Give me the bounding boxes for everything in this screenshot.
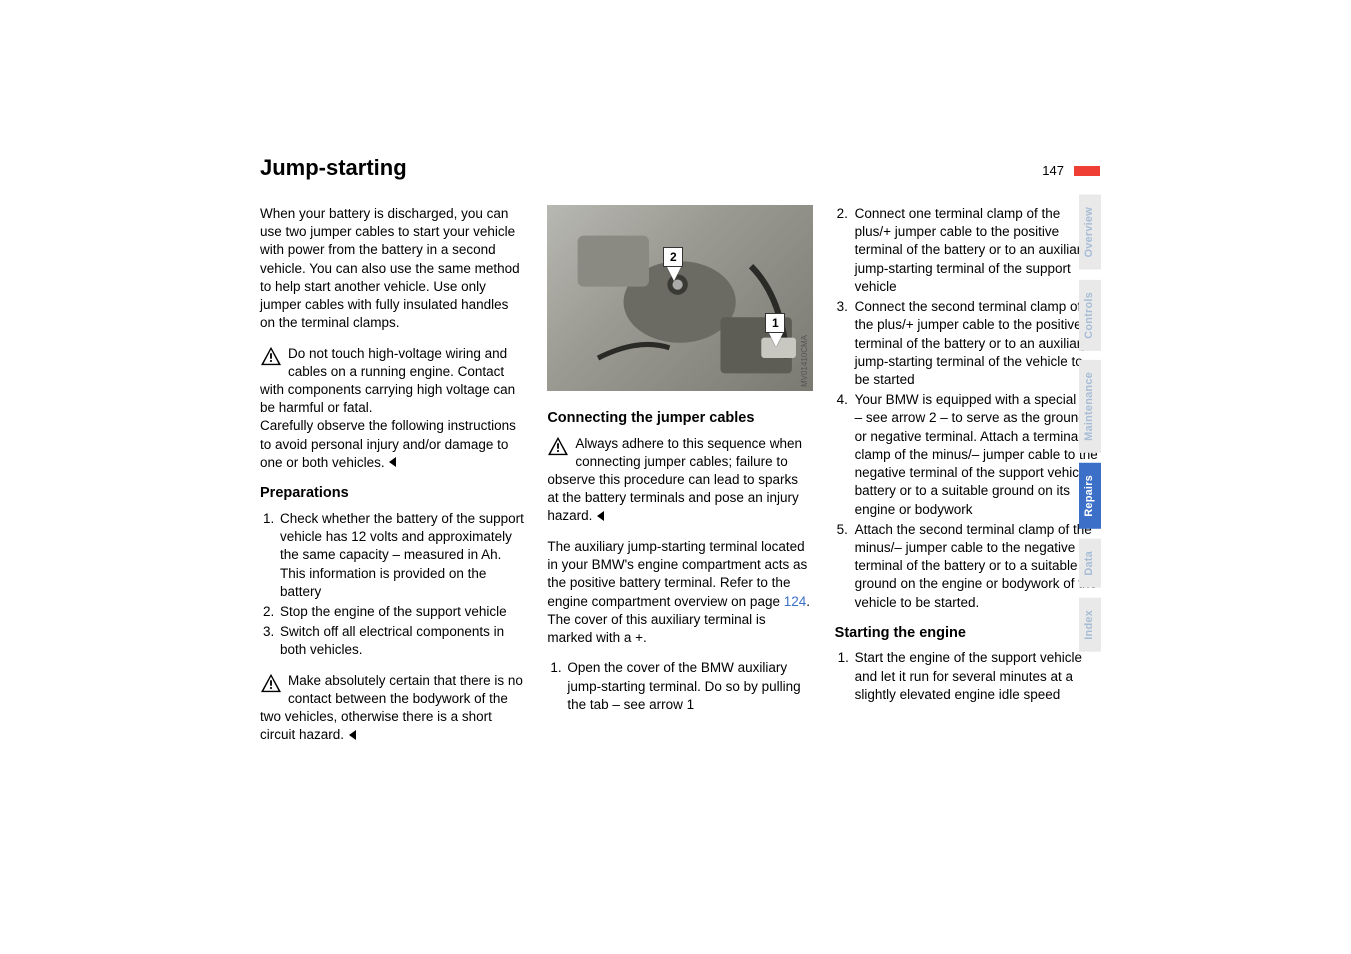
starting-steps: Start the engine of the support vehicle … — [835, 649, 1100, 704]
engine-figure: 2 1 MV01410CMA — [547, 205, 812, 391]
figure-pointer-2 — [667, 267, 681, 281]
connect-step-4: 4.Your BMW is equipped with a special nu… — [835, 391, 1100, 519]
warning-short-circuit: Make absolutely certain that there is no… — [260, 672, 525, 745]
page-header: Jump-starting 147 — [260, 155, 1100, 181]
warning-icon — [547, 436, 569, 456]
manual-page: Jump-starting 147 When your battery is d… — [260, 155, 1100, 757]
column-3: 2.Connect one terminal clamp of the plus… — [835, 205, 1100, 757]
connect-steps-continued: 2.Connect one terminal clamp of the plus… — [835, 205, 1100, 612]
figure-callout-2: 2 — [663, 247, 683, 267]
page-number-block: 147 — [1042, 162, 1100, 180]
connecting-heading: Connecting the jumper cables — [547, 409, 812, 429]
page-link-124[interactable]: 124 — [784, 594, 807, 609]
tab-controls[interactable]: Controls — [1079, 280, 1101, 351]
side-tabs: Overview Controls Maintenance Repairs Da… — [1079, 195, 1101, 651]
column-1: When your battery is discharged, you can… — [260, 205, 525, 757]
figure-credit: MV01410CMA — [800, 335, 811, 387]
warning-sequence: Always adhere to this sequence when conn… — [547, 435, 812, 526]
tab-maintenance[interactable]: Maintenance — [1079, 360, 1101, 453]
aux-terminal-text: The auxiliary jump-starting terminal loc… — [547, 538, 812, 647]
connect-step-2: 2.Connect one terminal clamp of the plus… — [835, 205, 1100, 296]
warning-text-2: Make absolutely certain that there is no… — [260, 673, 523, 743]
starting-heading: Starting the engine — [835, 624, 1100, 644]
warning-high-voltage: Do not touch high-voltage wiring and cab… — [260, 345, 525, 473]
warning-icon — [260, 346, 282, 366]
end-arrow-icon — [388, 454, 398, 472]
prep-item-3: Switch off all electrical components in … — [278, 623, 525, 659]
preparations-list: Check whether the battery of the support… — [260, 510, 525, 660]
preparations-heading: Preparations — [260, 484, 525, 504]
warning-text-1a: Do not touch high-voltage wiring and cab… — [260, 346, 515, 416]
warning-text-3: Always adhere to this sequence when conn… — [547, 436, 802, 524]
connect-steps-start: Open the cover of the BMW auxiliary jump… — [547, 659, 812, 714]
intro-text: When your battery is discharged, you can… — [260, 205, 525, 333]
warning-icon — [260, 673, 282, 693]
aux-text-a: The auxiliary jump-starting terminal loc… — [547, 539, 807, 609]
content-columns: When your battery is discharged, you can… — [260, 205, 1100, 757]
tab-data[interactable]: Data — [1079, 539, 1101, 588]
figure-pointer-1 — [769, 333, 783, 347]
page-number-accent — [1074, 166, 1100, 176]
page-number: 147 — [1042, 163, 1064, 178]
tab-index[interactable]: Index — [1079, 598, 1101, 652]
tab-overview[interactable]: Overview — [1079, 195, 1101, 270]
end-arrow-icon — [348, 727, 358, 745]
engine-illustration — [547, 205, 812, 391]
prep-item-1: Check whether the battery of the support… — [278, 510, 525, 601]
prep-item-2: Stop the engine of the support vehicle — [278, 603, 525, 621]
starting-step-1: Start the engine of the support vehicle … — [853, 649, 1100, 704]
end-arrow-icon — [596, 508, 606, 526]
connect-step-3: 3.Connect the second terminal clamp of t… — [835, 298, 1100, 389]
page-title: Jump-starting — [260, 155, 407, 181]
connect-step-1: Open the cover of the BMW auxiliary jump… — [565, 659, 812, 714]
column-2: 2 1 MV01410CMA Connecting the jumper cab… — [547, 205, 812, 757]
figure-callout-1: 1 — [765, 313, 785, 333]
connect-step-5: 5.Attach the second terminal clamp of th… — [835, 521, 1100, 612]
tab-repairs[interactable]: Repairs — [1079, 463, 1101, 529]
